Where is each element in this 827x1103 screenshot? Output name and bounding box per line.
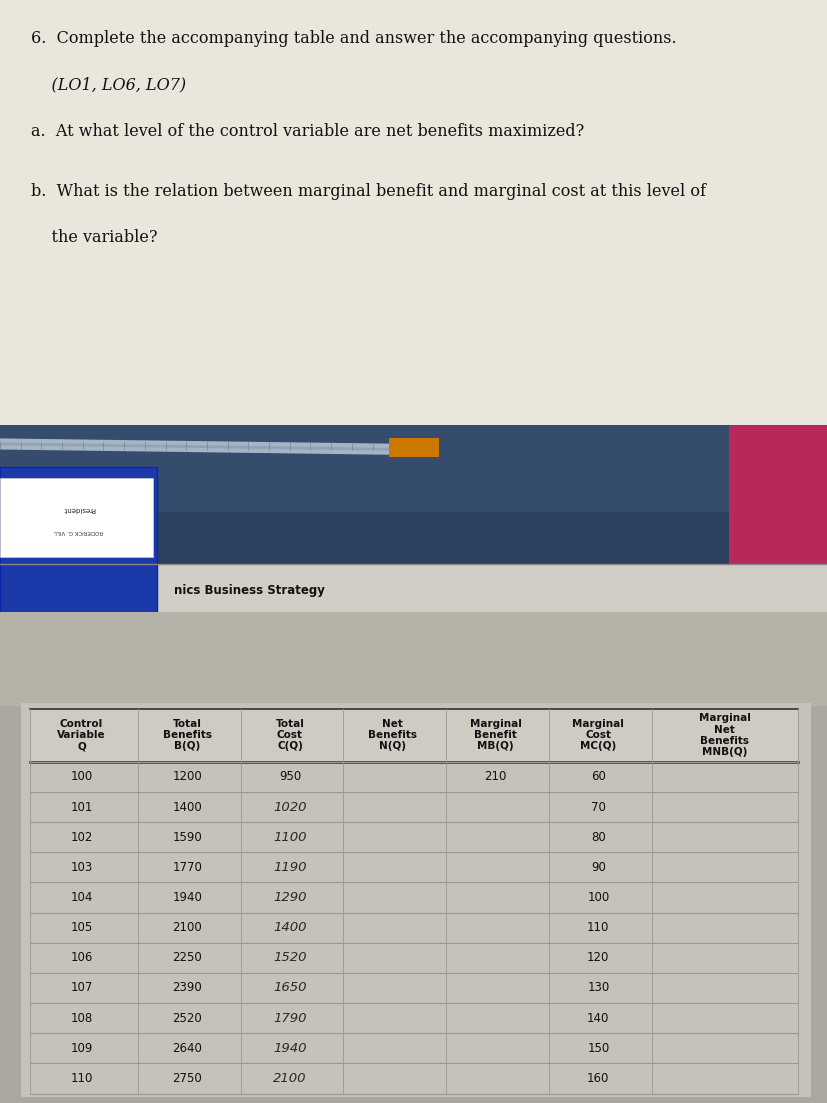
Text: 1290: 1290 [273, 891, 306, 904]
Text: 950: 950 [279, 770, 301, 783]
FancyBboxPatch shape [728, 425, 827, 618]
Text: 2250: 2250 [172, 952, 202, 964]
Text: 110: 110 [70, 1072, 93, 1085]
Text: RODERICK G. VILL: RODERICK G. VILL [54, 529, 103, 534]
FancyBboxPatch shape [0, 0, 827, 425]
Text: the variable?: the variable? [31, 229, 158, 246]
Text: 140: 140 [586, 1011, 609, 1025]
Text: 107: 107 [70, 982, 93, 995]
Text: 1200: 1200 [172, 770, 202, 783]
Text: 150: 150 [586, 1042, 609, 1054]
FancyBboxPatch shape [0, 425, 827, 512]
Text: Net
Benefits
N(Q): Net Benefits N(Q) [368, 719, 417, 751]
Text: 106: 106 [70, 952, 93, 964]
FancyBboxPatch shape [389, 438, 438, 458]
Text: 60: 60 [590, 770, 605, 783]
FancyBboxPatch shape [0, 564, 827, 618]
Text: 104: 104 [70, 891, 93, 904]
Text: 1790: 1790 [273, 1011, 306, 1025]
Text: Marginal
Benefit
MB(Q): Marginal Benefit MB(Q) [469, 719, 521, 751]
Text: 100: 100 [70, 770, 93, 783]
FancyBboxPatch shape [0, 468, 157, 618]
Text: 1520: 1520 [273, 952, 306, 964]
FancyBboxPatch shape [0, 612, 827, 706]
Text: 90: 90 [590, 860, 605, 874]
Text: 2750: 2750 [172, 1072, 202, 1085]
Text: 1020: 1020 [273, 801, 306, 814]
Text: b.  What is the relation between marginal benefit and marginal cost at this leve: b. What is the relation between marginal… [31, 183, 705, 200]
Text: 2520: 2520 [172, 1011, 202, 1025]
Text: 120: 120 [586, 952, 609, 964]
Text: 103: 103 [70, 860, 93, 874]
Text: President: President [62, 505, 95, 512]
FancyBboxPatch shape [30, 708, 797, 762]
Text: 1940: 1940 [172, 891, 202, 904]
Text: 2640: 2640 [172, 1042, 202, 1054]
Text: 102: 102 [70, 831, 93, 844]
Text: 1940: 1940 [273, 1042, 306, 1054]
FancyBboxPatch shape [5, 695, 826, 1103]
Text: 1770: 1770 [172, 860, 202, 874]
Text: 105: 105 [70, 921, 93, 934]
Text: 2100: 2100 [172, 921, 202, 934]
Text: 100: 100 [586, 891, 609, 904]
Text: Control
Variable
Q: Control Variable Q [57, 719, 106, 751]
Text: 2390: 2390 [172, 982, 202, 995]
Text: 6.  Complete the accompanying table and answer the accompanying questions.: 6. Complete the accompanying table and a… [31, 30, 676, 46]
Text: 110: 110 [586, 921, 609, 934]
Text: 210: 210 [484, 770, 506, 783]
Text: a.  At what level of the control variable are net benefits maximized?: a. At what level of the control variable… [31, 124, 584, 140]
FancyBboxPatch shape [0, 425, 827, 569]
Text: 70: 70 [590, 801, 605, 814]
Text: 101: 101 [70, 801, 93, 814]
Text: 1650: 1650 [273, 982, 306, 995]
Text: 1400: 1400 [273, 921, 306, 934]
Text: 108: 108 [70, 1011, 93, 1025]
Text: 109: 109 [70, 1042, 93, 1054]
Text: Total
Benefits
B(Q): Total Benefits B(Q) [162, 719, 212, 751]
Text: 1590: 1590 [172, 831, 202, 844]
Text: 80: 80 [590, 831, 605, 844]
Text: 130: 130 [586, 982, 609, 995]
Text: 1190: 1190 [273, 860, 306, 874]
Text: 2100: 2100 [273, 1072, 306, 1085]
Text: 1100: 1100 [273, 831, 306, 844]
Text: Total
Cost
C(Q): Total Cost C(Q) [275, 719, 304, 751]
Text: Marginal
Net
Benefits
MNB(Q): Marginal Net Benefits MNB(Q) [698, 714, 750, 757]
Text: nics Business Strategy: nics Business Strategy [174, 585, 324, 597]
Text: (LO1, LO6, LO7): (LO1, LO6, LO7) [31, 76, 186, 94]
Text: Marginal
Cost
MC(Q): Marginal Cost MC(Q) [571, 719, 624, 751]
Text: 1400: 1400 [172, 801, 202, 814]
FancyBboxPatch shape [0, 478, 153, 557]
Text: 160: 160 [586, 1072, 609, 1085]
